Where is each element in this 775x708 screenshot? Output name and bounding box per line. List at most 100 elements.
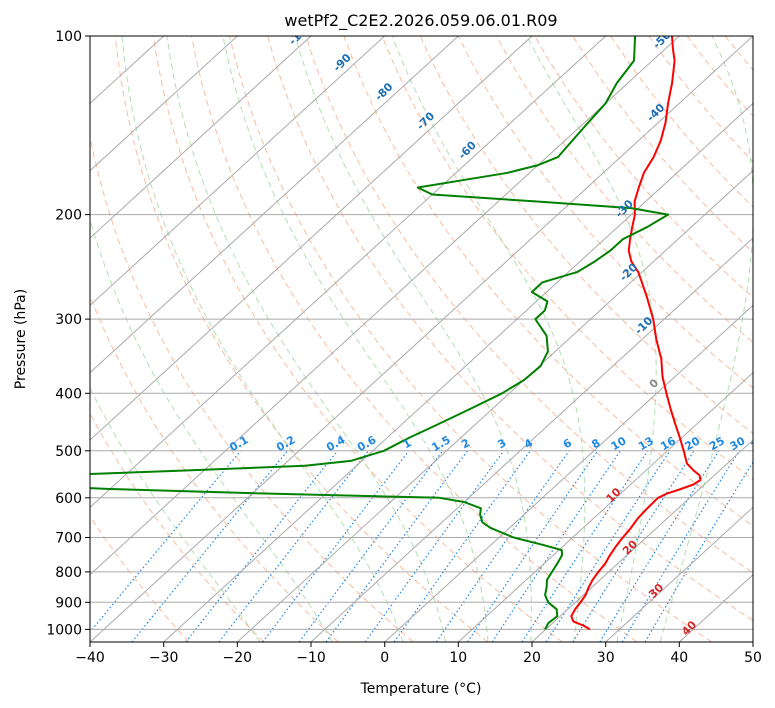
dry-adiabat xyxy=(229,36,712,642)
isotherm-line xyxy=(457,371,753,642)
moist-adiabat xyxy=(222,36,489,642)
mixing-ratio-line xyxy=(131,450,289,642)
x-tick-label: −30 xyxy=(149,650,179,666)
mixing-ratio-line xyxy=(218,450,369,642)
isotherm-line xyxy=(90,36,753,642)
x-axis: −40 −30 −20 −10 0 10 20 30 40 50 xyxy=(75,642,762,666)
dry-adiabat xyxy=(114,36,488,642)
background-lines xyxy=(90,36,775,642)
isotherm-line xyxy=(90,36,607,509)
mixing-ratio-line xyxy=(521,450,649,642)
isotherm-label: -80 xyxy=(372,80,395,103)
dry-adiabat xyxy=(534,36,753,298)
y-tick-label: 700 xyxy=(55,531,82,547)
y-tick-label: 800 xyxy=(55,565,82,581)
isotherm-line xyxy=(605,506,753,642)
temperature-profile xyxy=(570,36,702,631)
moist-adiabat xyxy=(659,36,753,642)
moist-adiabat xyxy=(90,217,333,642)
dry-adiabat xyxy=(724,36,753,71)
x-tick-label: −40 xyxy=(75,650,105,666)
mixing-ratio-line xyxy=(572,450,695,642)
x-tick-label: −20 xyxy=(223,650,253,666)
isotherm-label: 0 xyxy=(647,376,662,391)
isotherm-line xyxy=(90,36,386,307)
isotherm-line xyxy=(531,439,753,642)
x-tick-label: 10 xyxy=(449,650,467,666)
mixing-ratio-line xyxy=(262,450,410,642)
y-axis: 100 200 300 400 500 600 700 800 900 1000 xyxy=(46,29,90,638)
dry-adiabat xyxy=(343,36,753,527)
moist-adiabat xyxy=(166,36,447,642)
y-tick-label: 100 xyxy=(55,29,82,45)
mixing-ratio-label: 2 xyxy=(459,436,472,451)
mixing-ratio-label: 8 xyxy=(589,436,602,451)
chart-title: wetPf2_C2E2.2026.059.06.01.R09 xyxy=(284,11,557,31)
y-tick-label: 1000 xyxy=(46,622,82,638)
mixing-ratio-line xyxy=(325,450,468,642)
isotherm-line xyxy=(752,641,753,642)
dewpoint-profile xyxy=(90,36,670,630)
isotherm-label: 10 xyxy=(604,485,624,505)
y-tick-label: 400 xyxy=(55,386,82,402)
y-axis-title: Pressure (hPa) xyxy=(13,289,29,389)
mixing-ratio-line xyxy=(90,450,242,633)
dry-adiabat xyxy=(90,134,414,642)
x-tick-label: 50 xyxy=(744,650,762,666)
dry-adiabat xyxy=(495,36,753,344)
dry-adiabat xyxy=(572,36,753,253)
dry-adiabat xyxy=(686,36,753,117)
dry-adiabat xyxy=(190,36,638,642)
dry-adiabat xyxy=(90,294,339,642)
isotherm-label: -20 xyxy=(617,260,640,283)
mixing-ratio-label: 36 xyxy=(748,434,768,453)
isotherm-label: -30 xyxy=(613,197,636,220)
dry-adiabat xyxy=(381,36,753,481)
dry-adiabat xyxy=(648,36,753,163)
y-tick-label: 300 xyxy=(55,312,82,328)
mixing-ratio-line xyxy=(466,450,599,642)
mixing-ratio-label: 1 xyxy=(401,436,414,451)
isotherm-line xyxy=(90,36,238,172)
dry-adiabat xyxy=(152,36,563,642)
isotherm-line xyxy=(310,237,753,642)
y-tick-label: 500 xyxy=(55,444,82,460)
y-tick-label: 200 xyxy=(55,208,82,224)
x-tick-label: −10 xyxy=(296,650,326,666)
isotherm-line xyxy=(90,36,312,239)
dry-adiabat xyxy=(457,36,753,389)
isotherm-line xyxy=(90,36,680,576)
dry-adiabat xyxy=(763,36,775,642)
x-tick-label: 20 xyxy=(523,650,541,666)
dry-adiabat xyxy=(419,36,753,435)
mixing-ratio-line xyxy=(364,450,505,642)
isotherm-line xyxy=(163,102,753,642)
y-tick-label: 900 xyxy=(55,595,82,611)
isotherm-line xyxy=(236,169,753,642)
isotherm-label: -40 xyxy=(644,101,667,124)
isotherm-label: -60 xyxy=(456,138,479,161)
isotherm-line xyxy=(90,36,459,374)
moist-adiabat xyxy=(294,36,532,642)
dry-adiabat xyxy=(305,36,753,574)
x-tick-label: 0 xyxy=(380,650,389,666)
mixing-ratio-line xyxy=(644,461,753,642)
grid xyxy=(90,36,753,642)
series-group xyxy=(90,36,702,631)
x-axis-title: Temperature (°C) xyxy=(360,681,482,697)
dry-adiabat xyxy=(90,412,264,642)
isotherm-label: -50 xyxy=(650,28,673,51)
moist-adiabat xyxy=(121,36,404,642)
dry-adiabat xyxy=(267,36,753,622)
isotherm-line xyxy=(384,304,753,642)
mixing-ratio-line xyxy=(298,450,444,642)
mixing-ratio-line xyxy=(545,450,671,642)
mixing-ratio-label: 6 xyxy=(561,436,574,451)
mixing-ratio-line xyxy=(621,450,740,642)
y-tick-label: 600 xyxy=(55,491,82,507)
isotherm-label: -100 xyxy=(286,19,315,48)
isotherm-line xyxy=(90,36,533,441)
isotherm-label: 30 xyxy=(646,581,666,601)
x-tick-label: 30 xyxy=(597,650,615,666)
